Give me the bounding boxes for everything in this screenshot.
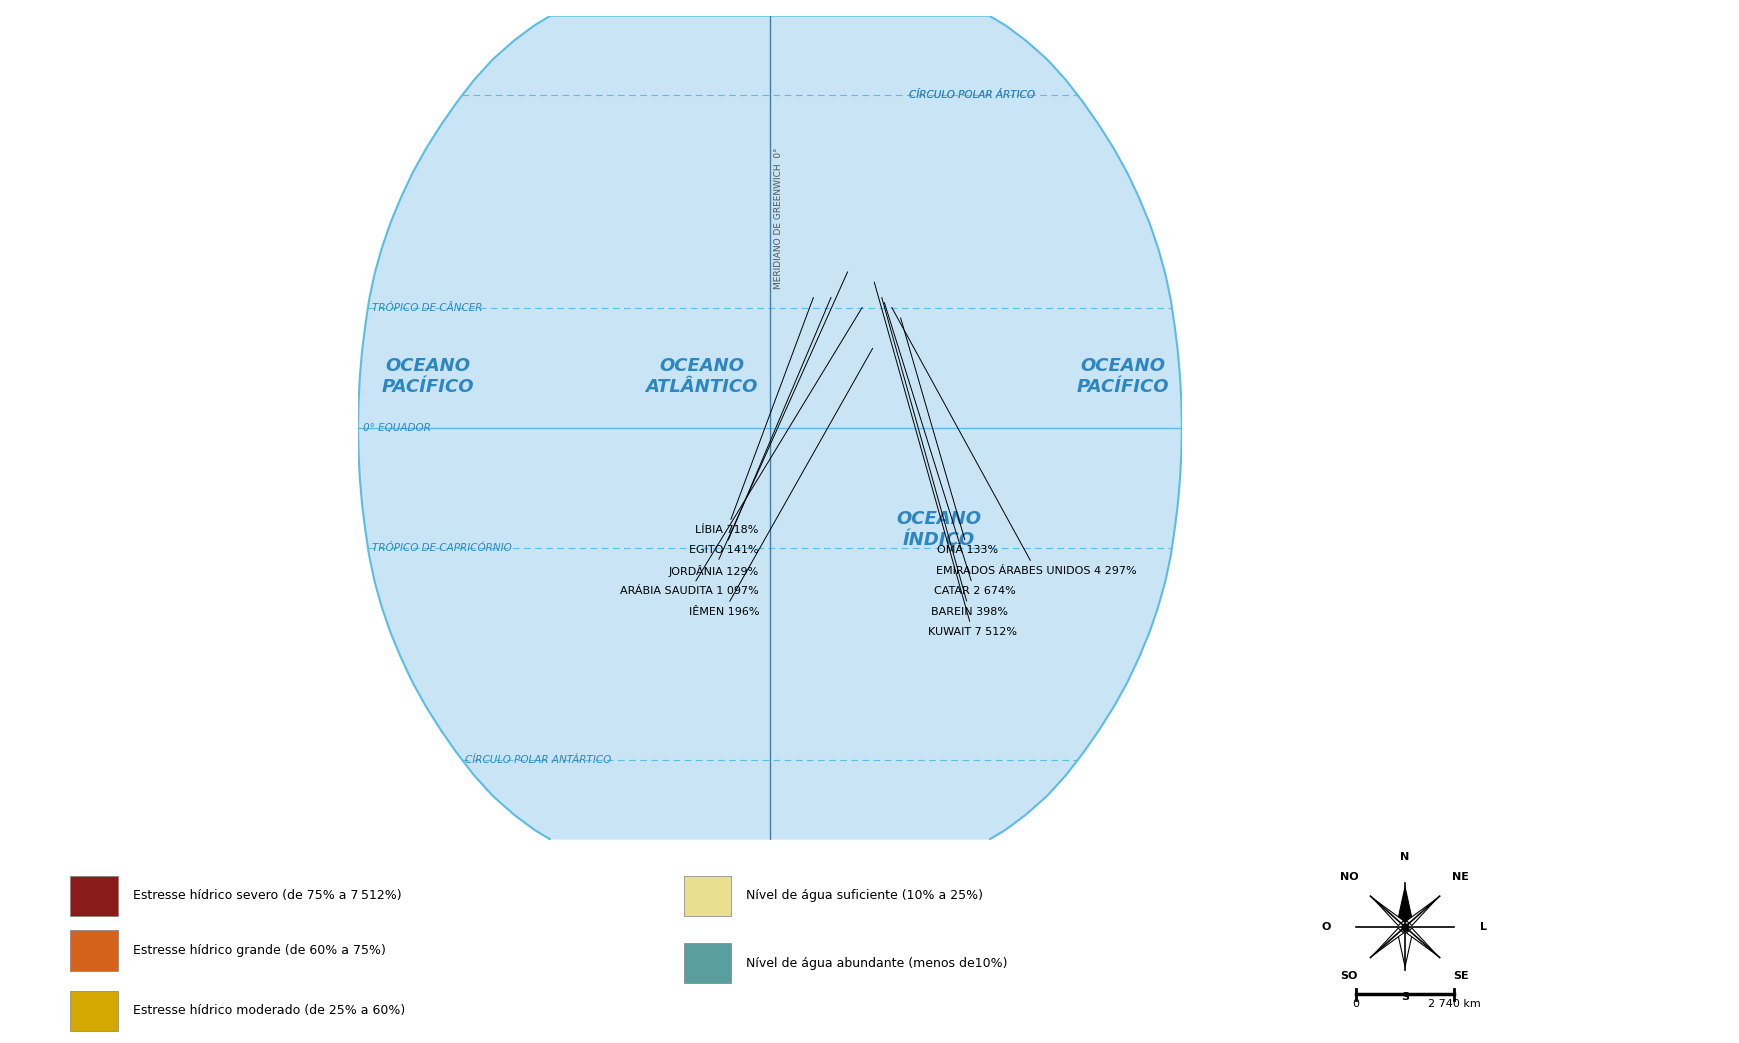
Text: S: S (1400, 992, 1409, 1001)
FancyBboxPatch shape (683, 943, 730, 984)
FancyBboxPatch shape (70, 991, 118, 1030)
Text: CATAR 2 674%: CATAR 2 674% (883, 302, 1016, 597)
Text: SO: SO (1339, 971, 1356, 981)
Text: OCEANO
ÍNDICO: OCEANO ÍNDICO (896, 510, 981, 550)
Text: Estresse hídrico moderado (de 25% a 60%): Estresse hídrico moderado (de 25% a 60%) (132, 1004, 405, 1017)
Text: TRÓPICO DE CAPRICÓRNIO: TRÓPICO DE CAPRICÓRNIO (372, 542, 511, 553)
Text: Nível de água suficiente (10% a 25%): Nível de água suficiente (10% a 25%) (746, 890, 983, 902)
Text: CÍRCULO POLAR ÁRTICO: CÍRCULO POLAR ÁRTICO (908, 91, 1035, 100)
Text: CÍRCULO POLAR ANTÁRTICO: CÍRCULO POLAR ANTÁRTICO (466, 755, 612, 765)
Text: Nível de água abundante (menos de10%): Nível de água abundante (menos de10%) (746, 956, 1007, 970)
Polygon shape (1405, 928, 1436, 955)
Text: BAREIN 398%: BAREIN 398% (882, 297, 1007, 616)
Text: OCEANO
ATLÂNTICO: OCEANO ATLÂNTICO (645, 357, 758, 396)
Polygon shape (1396, 887, 1412, 922)
Text: 0° EQUADOR: 0° EQUADOR (362, 422, 430, 433)
Polygon shape (1405, 899, 1436, 925)
Text: Estresse hídrico grande (de 60% a 75%): Estresse hídrico grande (de 60% a 75%) (132, 944, 386, 956)
Text: NO: NO (1339, 872, 1358, 882)
Text: OMÃ 133%: OMÃ 133% (901, 318, 998, 555)
Text: N: N (1400, 852, 1409, 862)
Text: MERIDIANO DE GREENWICH  0°: MERIDIANO DE GREENWICH 0° (774, 147, 783, 289)
Text: ARÁBIA SAUDITA 1 097%: ARÁBIA SAUDITA 1 097% (619, 308, 863, 597)
Text: CÍRCULO POLAR ÁRTICO: CÍRCULO POLAR ÁRTICO (908, 91, 1035, 100)
Polygon shape (1372, 928, 1403, 955)
Text: SE: SE (1452, 971, 1468, 981)
Polygon shape (1372, 899, 1403, 925)
Text: L: L (1480, 922, 1487, 931)
Text: OCEANO
PACÍFICO: OCEANO PACÍFICO (1076, 357, 1169, 396)
Text: TRÓPICO DE CÂNCER: TRÓPICO DE CÂNCER (372, 302, 483, 313)
Text: JORDÂNIA 129%: JORDÂNIA 129% (668, 272, 847, 577)
Text: O: O (1320, 922, 1330, 931)
FancyBboxPatch shape (683, 876, 730, 916)
Text: EMIRADOS ÁRABES UNIDOS 4 297%: EMIRADOS ÁRABES UNIDOS 4 297% (892, 308, 1136, 576)
Text: Estresse hídrico severo (de 75% a 7 512%): Estresse hídrico severo (de 75% a 7 512%… (132, 890, 402, 902)
Text: 2 740 km: 2 740 km (1426, 999, 1480, 1010)
Text: 0: 0 (1351, 999, 1358, 1010)
Text: IÊMEN 196%: IÊMEN 196% (689, 348, 873, 616)
Text: LÍBIA 718%: LÍBIA 718% (696, 297, 812, 535)
Text: NE: NE (1452, 872, 1468, 882)
Text: OCEANO
PACÍFICO: OCEANO PACÍFICO (383, 357, 475, 396)
Text: KUWAIT 7 512%: KUWAIT 7 512% (873, 283, 1017, 637)
Text: EGITO 141%: EGITO 141% (689, 297, 831, 555)
Polygon shape (1396, 932, 1412, 967)
FancyBboxPatch shape (70, 930, 118, 970)
PathPatch shape (358, 16, 1181, 840)
FancyBboxPatch shape (70, 876, 118, 916)
